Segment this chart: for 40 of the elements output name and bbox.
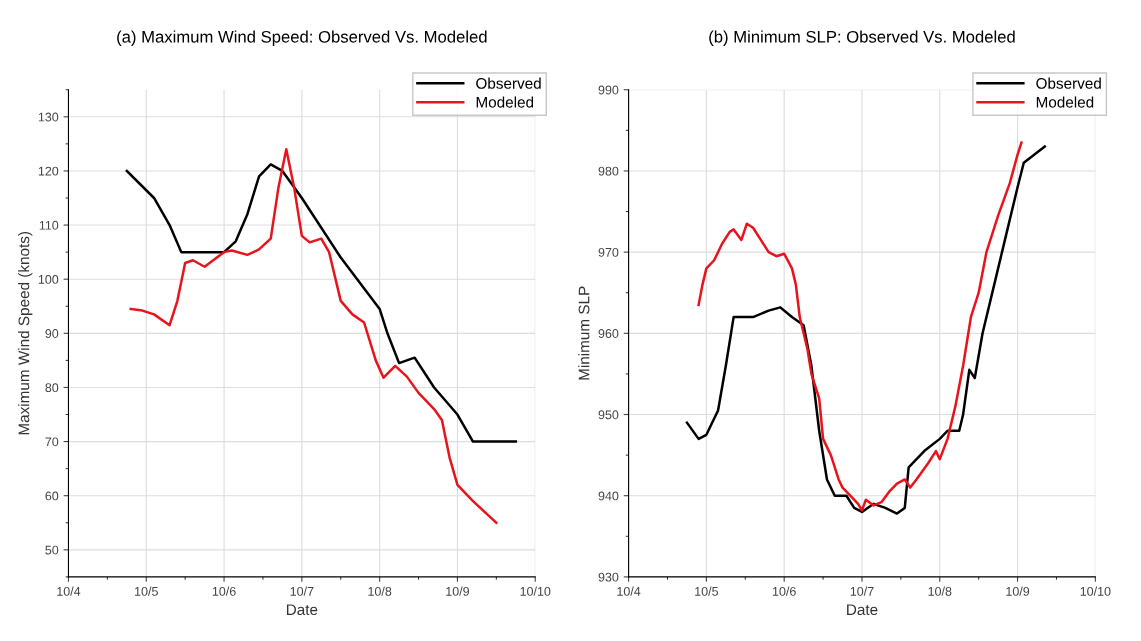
x-tick-label: 10/9 — [1006, 586, 1030, 596]
y-tick-label: 940 — [598, 491, 619, 501]
legend-label: Modeled — [476, 96, 534, 108]
x-axis-title: Date — [847, 604, 878, 616]
x-tick-label: 10/10 — [1080, 586, 1111, 596]
x-tick-label: 10/8 — [928, 586, 952, 596]
y-tick-label: 970 — [598, 247, 619, 257]
y-tick-label: 130 — [38, 112, 59, 122]
y-tick-label: 120 — [38, 166, 59, 176]
legend-label: Modeled — [1036, 96, 1094, 108]
chart-title: (a) Maximum Wind Speed: Observed Vs. Modeled — [117, 30, 487, 46]
y-tick-label: 110 — [39, 220, 59, 230]
y-axis-title: Minimum SLP — [578, 286, 590, 380]
x-tick-label: 10/7 — [850, 586, 874, 596]
x-tick-label: 10/7 — [290, 586, 314, 596]
chart-title: (b) Minimum SLP: Observed Vs. Modeled — [709, 30, 1015, 46]
y-tick-label: 60 — [45, 491, 59, 501]
y-tick-label: 960 — [598, 329, 619, 338]
x-tick-label: 10/4 — [57, 586, 81, 596]
x-tick-label: 10/4 — [617, 586, 641, 596]
y-tick-label: 100 — [38, 274, 59, 284]
y-tick-label: 980 — [598, 166, 619, 176]
x-tick-label: 10/5 — [695, 586, 719, 596]
y-tick-label: 80 — [45, 383, 59, 393]
y-tick-label: 950 — [598, 410, 619, 420]
y-tick-label: 90 — [45, 329, 59, 338]
x-tick-label: 10/6 — [772, 586, 796, 596]
legend-label: Observed — [1036, 77, 1101, 89]
x-axis-title: Date — [286, 604, 318, 616]
x-tick-label: 10/6 — [212, 586, 236, 596]
x-tick-label: 10/8 — [368, 586, 392, 596]
y-axis-title: Maximum Wind Speed (knots) — [18, 231, 33, 435]
x-tick-label: 10/5 — [135, 586, 158, 596]
y-tick-label: 70 — [45, 437, 59, 447]
x-tick-label: 10/10 — [520, 586, 551, 596]
x-tick-label: 10/9 — [446, 586, 470, 596]
y-tick-label: 50 — [45, 545, 59, 555]
legend-label: Observed — [476, 77, 541, 89]
y-tick-label: 990 — [598, 85, 619, 95]
y-tick-label: 930 — [598, 572, 619, 582]
